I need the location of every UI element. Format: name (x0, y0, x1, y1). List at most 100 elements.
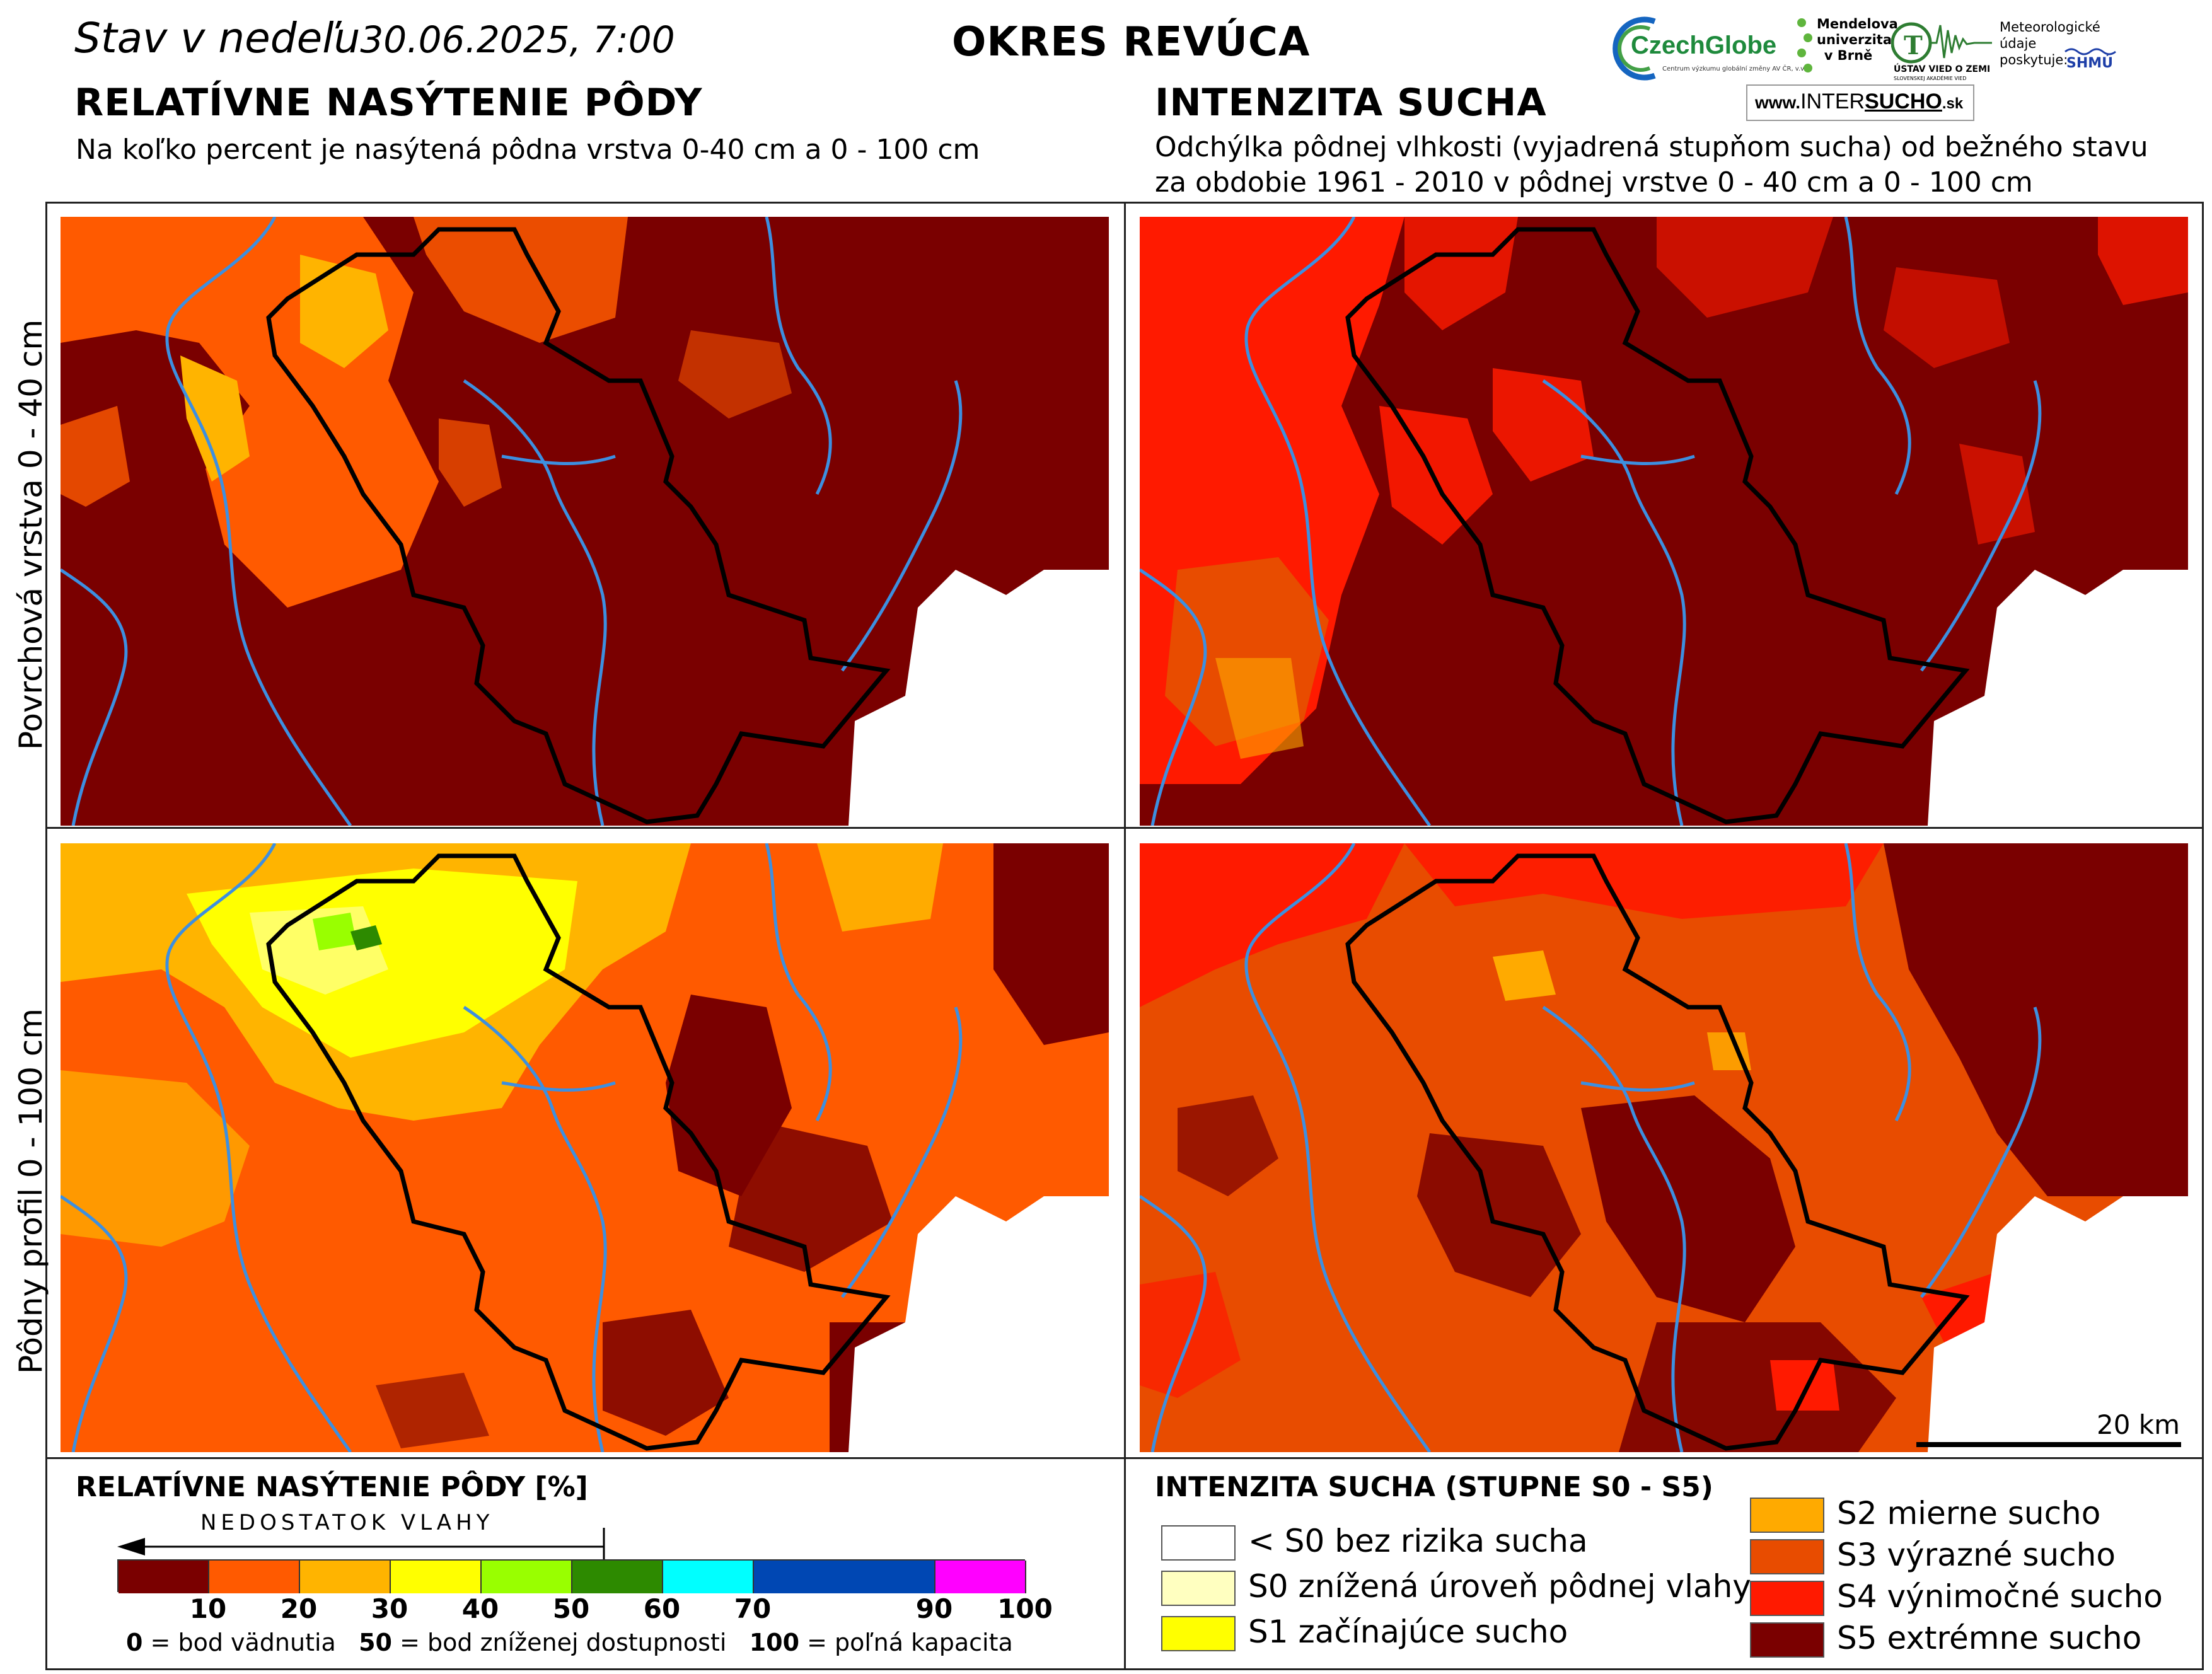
colorbar-segment (482, 1561, 572, 1593)
drought-legend-swatch (1750, 1622, 1824, 1658)
map-fill (61, 217, 792, 608)
intersucho-text: www.INTERSUCHO.sk (1755, 89, 1964, 113)
shmu-name: SHMÚ (2066, 55, 2114, 71)
czechglobe-globe-icon (1613, 16, 1656, 81)
saturation-legend-notes: 0 = bod vädnutia 50 = bod zníženej dostu… (126, 1629, 1013, 1656)
czechglobe-logo: CzechGlobe Centrum výzkumu globální změn… (1611, 14, 1809, 83)
drought-legend-swatch (1750, 1581, 1824, 1616)
colorbar-tick-label: 70 (734, 1593, 772, 1624)
colorbar-tick-label: 60 (643, 1593, 681, 1624)
right-section-title: INTENZITA SUCHA (1155, 81, 1547, 125)
frame-divider-horizontal (45, 827, 2204, 829)
colorbar-segment (391, 1561, 482, 1593)
drought-legend-label: < S0 bez rizika sucha (1248, 1523, 1588, 1559)
status-prefix: Stav v nedeľu (74, 14, 361, 62)
note-100-number: 100 (749, 1629, 800, 1656)
colorbar-segment (935, 1561, 1026, 1593)
shortage-arrow-icon (117, 1528, 605, 1564)
saturation-legend-title: RELATÍVNE NASÝTENIE PÔDY [%] (76, 1471, 588, 1503)
map-fill (61, 843, 1109, 1452)
drought-legend-swatch (1750, 1498, 1824, 1533)
colorbar-segment (209, 1561, 300, 1593)
scale-bar-line (1916, 1442, 2181, 1447)
usvz-seismograph-icon: T (1891, 22, 1992, 64)
drought-legend-title: INTENZITA SUCHA (STUPNE S0 - S5) (1155, 1471, 1713, 1503)
drought-legend-swatch (1161, 1616, 1236, 1651)
status-date: 30.06.2025, 7:00 (360, 18, 675, 61)
drought-legend-label: S1 začínajúce sucho (1248, 1613, 1568, 1650)
shmu-logo: SHMÚ (2061, 43, 2131, 73)
colorbar-tick-label: 10 (189, 1593, 227, 1624)
note-0-text: = bod vädnutia (150, 1629, 336, 1656)
frame-divider-legend (45, 1457, 2204, 1459)
district-border (1345, 227, 1970, 824)
map-saturation-profile[interactable] (61, 843, 1109, 1452)
shortage-arrow-label: NEDOSTATOK VLAHY (200, 1510, 494, 1535)
drought-legend-swatch (1161, 1571, 1236, 1606)
row-label-surface: Povrchová vrstva 0 - 40 cm (13, 319, 49, 750)
svg-text:T: T (1904, 31, 1923, 61)
note-50-number: 50 (359, 1629, 392, 1656)
colorbar-tick-label: 20 (280, 1593, 318, 1624)
rivers (61, 843, 963, 1452)
district-border (266, 227, 891, 824)
left-section-subtitle: Na koľko percent je nasýtená pôdna vrstv… (76, 134, 980, 166)
map-saturation-surface[interactable] (61, 217, 1109, 826)
mendel-name: Mendelova univerzita v Brně (1817, 16, 1898, 63)
saturation-colorbar-ticks: 10 20 30 40 50 60 70 90 100 (117, 1593, 1053, 1625)
white-nodata-region (848, 1196, 1109, 1452)
drought-legend-label: S2 mierne sucho (1837, 1495, 2101, 1532)
intersucho-logo[interactable]: www.INTERSUCHO.sk (1746, 84, 1974, 121)
right-section-subtitle-2: za obdobie 1961 - 2010 v pôdnej vrstve 0… (1155, 166, 2033, 199)
drought-legend-swatch (1161, 1525, 1236, 1561)
czechglobe-subtitle: Centrum výzkumu globální změny AV ČR, v.… (1662, 66, 1810, 72)
rivers (1140, 843, 2042, 1452)
scale-bar-label: 20 km (2097, 1409, 2180, 1440)
white-nodata-region (848, 570, 1109, 826)
colorbar-tick-label: 40 (461, 1593, 499, 1624)
note-100-text: = poľná kapacita (807, 1629, 1013, 1656)
map-fill (1140, 843, 2188, 1452)
status-datetime: Stav v nedeľu30.06.2025, 7:00 (74, 14, 675, 62)
colorbar-tick-label: 30 (371, 1593, 408, 1624)
usvz-subtitle: SLOVENSKEJ AKADÉMIE VIED (1894, 76, 1967, 81)
white-nodata-region (1928, 1196, 2188, 1452)
meteo-provider-text: Meteorologické údaje poskytuje: (2000, 20, 2100, 67)
map-drought-surface[interactable] (1140, 217, 2188, 826)
district-border (266, 853, 891, 1451)
note-0-number: 0 (126, 1629, 143, 1656)
colorbar-tick-label: 90 (915, 1593, 953, 1624)
frame-divider-vertical (1124, 202, 1126, 1670)
czechglobe-name: CzechGlobe (1631, 32, 1777, 59)
colorbar-segment (572, 1561, 663, 1593)
colorbar-tick-label: 50 (552, 1593, 590, 1624)
rivers (61, 217, 963, 826)
note-50-text: = bod zníženej dostupnosti (400, 1629, 727, 1656)
row-label-profile: Pôdny profil 0 - 100 cm (13, 1008, 49, 1374)
map-drought-surface-svg (1140, 217, 2188, 826)
mendel-logo: Mendelova univerzita v Brně (1795, 15, 1898, 84)
colorbar-tick-label: 100 (997, 1593, 1053, 1624)
usvz-logo: T ÚSTAV VIED O ZEMI SLOVENSKEJ AKADÉMIE … (1891, 16, 1998, 86)
shmu-waves-icon (2064, 48, 2116, 55)
rivers (1140, 217, 2042, 826)
left-section-title: RELATÍVNE NASÝTENIE PÔDY (74, 81, 703, 125)
right-section-subtitle-1: Odchýlka pôdnej vlhkosti (vyjadrená stup… (1155, 131, 2148, 163)
map-saturation-profile-svg (61, 843, 1109, 1452)
district-border (1345, 853, 1970, 1451)
saturation-colorbar (117, 1559, 1026, 1593)
map-drought-profile[interactable] (1140, 843, 2188, 1452)
drought-legend-label: S0 znížená úroveň pôdnej vlahy (1248, 1568, 1751, 1605)
colorbar-segment (754, 1561, 935, 1593)
drought-legend-label: S3 výrazné sucho (1837, 1537, 2116, 1573)
mendel-dots-icon (1797, 18, 1812, 72)
white-nodata-region (1928, 570, 2188, 826)
colorbar-segment (119, 1561, 209, 1593)
drought-legend-swatch (1750, 1539, 1824, 1574)
map-saturation-surface-svg (61, 217, 1109, 826)
map-drought-profile-svg (1140, 843, 2188, 1452)
usvz-name: ÚSTAV VIED O ZEMI (1894, 64, 1991, 74)
colorbar-segment (663, 1561, 754, 1593)
drought-legend-label: S5 extrémne sucho (1837, 1620, 2142, 1656)
drought-legend-label: S4 výnimočné sucho (1837, 1578, 2163, 1615)
